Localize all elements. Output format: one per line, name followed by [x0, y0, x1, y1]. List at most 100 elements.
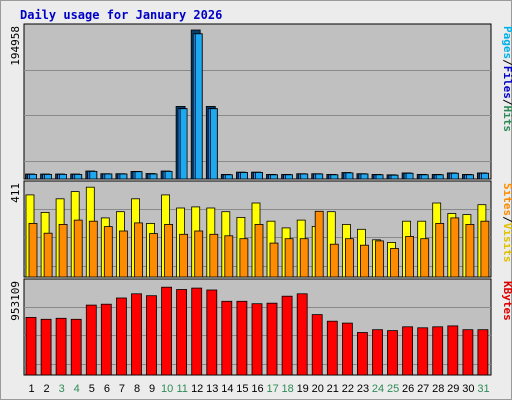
bar-pages-31 — [480, 172, 489, 180]
bar-sites-14 — [224, 235, 234, 278]
bar-sites-15 — [239, 238, 249, 278]
day-label-24: 24 — [372, 383, 384, 395]
bar-sites-16 — [254, 223, 264, 278]
bar-pages-16 — [255, 172, 263, 180]
bar-sites-27 — [420, 238, 430, 278]
day-label-18: 18 — [281, 383, 293, 395]
bar-pages-22 — [345, 172, 354, 180]
day-label-22: 22 — [342, 383, 354, 395]
bar-kbytes-14 — [221, 300, 233, 376]
bar-sites-18 — [284, 238, 294, 278]
bar-pages-17 — [270, 174, 278, 180]
day-label-6: 6 — [104, 383, 110, 395]
kbytes-panel — [23, 278, 492, 376]
visits-panel — [23, 180, 492, 278]
visits-legend-entry-0: Sites — [501, 183, 512, 216]
bar-kbytes-12 — [191, 287, 203, 376]
day-label-12: 12 — [191, 383, 203, 395]
hits-panel — [23, 23, 492, 180]
bar-sites-2 — [43, 232, 53, 278]
bar-kbytes-30 — [462, 329, 474, 376]
bar-kbytes-28 — [432, 326, 444, 376]
bar-pages-26 — [405, 172, 414, 180]
bar-sites-10 — [164, 223, 174, 278]
bar-kbytes-31 — [477, 329, 489, 376]
bar-pages-25 — [390, 174, 399, 180]
bar-kbytes-7 — [116, 297, 127, 376]
kbytes-legend-entry-0: KBytes — [501, 281, 512, 321]
bar-kbytes-22 — [341, 322, 353, 376]
bar-kbytes-24 — [372, 329, 383, 376]
day-label-27: 27 — [417, 383, 429, 395]
bar-kbytes-27 — [417, 327, 429, 376]
bar-sites-23 — [359, 244, 369, 278]
bar-sites-25 — [390, 248, 399, 278]
day-label-9: 9 — [149, 383, 155, 395]
day-label-5: 5 — [89, 383, 95, 395]
bar-pages-28 — [435, 174, 444, 180]
bar-pages-9 — [149, 173, 158, 180]
day-label-31: 31 — [477, 383, 489, 395]
day-label-26: 26 — [402, 383, 414, 395]
day-label-23: 23 — [357, 383, 369, 395]
bar-sites-29 — [450, 217, 460, 278]
bar-kbytes-25 — [387, 330, 398, 376]
hits-plot-area — [23, 23, 492, 180]
hits-legend: Pages/Files/Hits — [501, 26, 512, 132]
bar-kbytes-20 — [311, 314, 323, 376]
bar-kbytes-5 — [85, 304, 97, 376]
bar-sites-28 — [435, 222, 445, 278]
day-label-8: 8 — [134, 383, 140, 395]
bar-kbytes-4 — [70, 318, 82, 376]
bar-pages-27 — [420, 174, 429, 180]
bar-sites-7 — [119, 230, 128, 278]
bar-kbytes-23 — [356, 332, 368, 376]
hits-legend-entry-1: / — [501, 59, 512, 66]
day-label-3: 3 — [59, 383, 65, 395]
bar-kbytes-13 — [206, 289, 218, 376]
bar-kbytes-19 — [296, 293, 308, 376]
bar-pages-24 — [375, 174, 384, 180]
bar-sites-4 — [73, 219, 83, 278]
day-label-25: 25 — [387, 383, 399, 395]
visits-legend-entry-1: / — [501, 216, 512, 223]
bar-sites-9 — [149, 233, 158, 278]
bar-kbytes-6 — [100, 303, 112, 376]
hits-max-label: 194958 — [9, 26, 22, 66]
day-label-7: 7 — [119, 383, 125, 395]
bar-kbytes-10 — [161, 286, 173, 376]
bar-pages-29 — [450, 172, 459, 180]
bar-pages-4 — [74, 173, 83, 180]
bar-pages-10 — [164, 170, 173, 180]
visits-legend: Sites/Visits — [501, 183, 512, 263]
bar-sites-19 — [299, 238, 309, 278]
bar-pages-7 — [119, 173, 128, 180]
hits-legend-entry-0: Pages — [501, 26, 512, 59]
day-label-1: 1 — [28, 383, 34, 395]
kbytes-legend: KBytes — [501, 281, 512, 321]
bar-pages-14 — [224, 174, 233, 180]
day-label-16: 16 — [251, 383, 263, 395]
bar-sites-3 — [58, 223, 68, 278]
bar-kbytes-11 — [176, 289, 188, 376]
bar-kbytes-8 — [131, 293, 142, 376]
bar-pages-30 — [465, 174, 474, 180]
visits-legend-entry-2: Visits — [501, 223, 512, 263]
bar-sites-22 — [344, 238, 354, 278]
bar-pages-13 — [209, 108, 218, 180]
day-label-11: 11 — [176, 383, 187, 395]
bar-sites-31 — [480, 220, 490, 278]
bar-pages-18 — [285, 174, 294, 180]
day-label-10: 10 — [161, 383, 173, 395]
visits-max-label: 411 — [9, 183, 22, 203]
bar-sites-24 — [375, 240, 384, 278]
day-label-29: 29 — [447, 383, 459, 395]
day-label-19: 19 — [297, 383, 309, 395]
bar-kbytes-16 — [251, 303, 263, 376]
hits-legend-entry-2: Files — [501, 66, 512, 99]
bar-sites-1 — [28, 222, 38, 278]
chart-title: Daily usage for January 2026 — [20, 8, 223, 22]
bar-sites-20 — [314, 210, 324, 278]
bar-pages-23 — [360, 173, 369, 180]
